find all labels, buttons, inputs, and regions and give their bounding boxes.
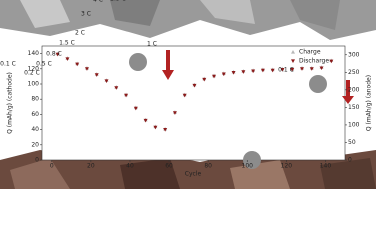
legend-label: Discharge: [299, 58, 329, 65]
decor-icons: [129, 50, 354, 169]
y-tick-label: 20: [31, 141, 39, 148]
point: [221, 72, 226, 77]
point: [290, 67, 295, 72]
y2-tick-label: 300: [348, 51, 360, 58]
plot-area: [41, 45, 346, 161]
point: [65, 57, 70, 61]
point: [241, 70, 246, 74]
y2-tick-label: 150: [348, 104, 360, 111]
point: [319, 66, 324, 71]
x-tick-label: 60: [165, 163, 173, 170]
y-tick-label: 140: [28, 50, 40, 57]
legend-label: Charge: [299, 49, 321, 56]
point: [309, 67, 314, 71]
point: [231, 71, 236, 75]
y2-tick-label: 50: [348, 139, 356, 146]
x-tick-label: 120: [281, 163, 293, 170]
y-tick-label: 80: [31, 96, 39, 103]
point: [260, 68, 265, 73]
point: [104, 79, 109, 83]
point: [124, 93, 129, 98]
point: [299, 67, 304, 71]
annotation: 0.1 C: [278, 67, 294, 74]
point: [94, 73, 99, 77]
annotation: 0.8 C: [46, 51, 62, 58]
point: [143, 118, 148, 123]
x-tick-label: 40: [126, 163, 134, 170]
point: [55, 52, 60, 57]
point: [329, 59, 334, 64]
point: [163, 128, 168, 132]
x-tick-label: 100: [242, 163, 254, 170]
annotation: 2 C: [75, 30, 85, 37]
point: [84, 67, 89, 71]
x-tick-label: 80: [204, 163, 212, 170]
point: [133, 106, 138, 111]
y2-tick-label: 200: [348, 86, 360, 93]
y2-tick-label: 250: [348, 69, 360, 76]
point: [172, 111, 177, 115]
point: [202, 77, 207, 82]
figure: Cycle Q (mAh/g) (cathode) Q (mAh/g) (ano…: [0, 0, 376, 189]
point: [153, 125, 158, 130]
y-axis-label: Q (mAh/g) (cathode): [7, 72, 14, 134]
point: [251, 69, 256, 74]
point: [192, 83, 197, 88]
y-tick-label: 40: [31, 126, 39, 133]
annotation: 4 C: [93, 0, 103, 4]
annotation: 0.2 C: [24, 70, 40, 77]
point: [182, 93, 187, 98]
y-tick-label: 100: [28, 81, 40, 88]
x-tick-label: 20: [87, 163, 95, 170]
y-tick-label: 0: [35, 157, 39, 164]
annotation: 2.5 C: [110, 0, 126, 3]
top-decoration: [0, 0, 376, 40]
point: [212, 74, 217, 79]
point: [270, 68, 275, 73]
annotation: 0.5 C: [36, 61, 52, 68]
y2-axis-label: Q (mAh/g) (anode): [366, 75, 373, 131]
y2-tick-label: 0: [348, 157, 352, 164]
legend-marker: [291, 50, 295, 54]
y-tick-label: 60: [31, 111, 39, 118]
x-tick-label: 0: [50, 163, 54, 170]
annotation: 3 C: [81, 11, 91, 18]
x-axis-label: Cycle: [185, 171, 202, 178]
annotation: 1.5 C: [59, 40, 75, 47]
legend-marker: [291, 59, 295, 63]
annotation: 1 C: [147, 41, 157, 48]
y2-tick-label: 100: [348, 121, 360, 128]
point: [114, 86, 119, 90]
y-tick-label: 120: [28, 65, 40, 72]
point: [75, 62, 80, 67]
point: [280, 67, 285, 72]
x-tick-label: 140: [320, 163, 332, 170]
annotation: 0.1 C: [0, 61, 16, 68]
